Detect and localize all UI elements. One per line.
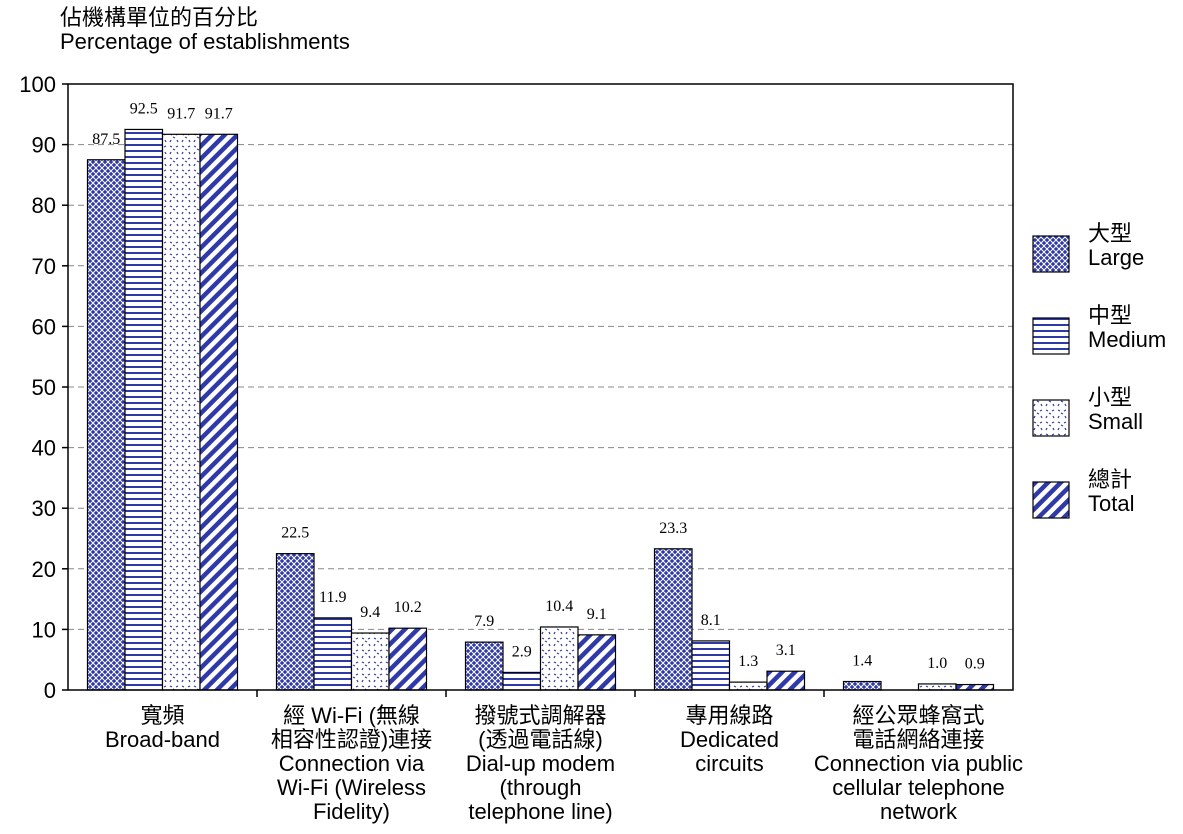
x-category-label: 寬頻 Broad-band	[38, 704, 288, 752]
legend-swatch-small	[1032, 399, 1070, 437]
data-label: 7.9	[474, 613, 494, 630]
data-label: 10.2	[394, 599, 422, 616]
category-label-line: Dial-up modem	[465, 751, 616, 776]
data-label: 1.0	[927, 655, 947, 672]
y-tick-label: 50	[32, 375, 56, 400]
data-label: 10.4	[545, 598, 573, 615]
y-tick-label: 0	[44, 678, 56, 703]
bar-total	[199, 133, 239, 691]
data-label: 9.4	[360, 604, 380, 621]
bar-small	[539, 626, 579, 691]
y-tick-label: 90	[32, 133, 56, 158]
bar-total	[766, 670, 806, 691]
y-tick-label: 40	[32, 436, 56, 461]
legend-label: 中型	[1088, 303, 1133, 328]
y-tick-label: 80	[32, 193, 56, 218]
bar-total	[388, 627, 428, 691]
bar-small	[350, 632, 390, 691]
data-label: 23.3	[659, 520, 687, 537]
category-label-line: Broad-band	[105, 727, 220, 752]
y-tick-label: 30	[32, 496, 56, 521]
bar-large	[842, 680, 882, 691]
legend-entry-small: 小型 Small	[1088, 386, 1143, 434]
bar-large	[464, 641, 504, 691]
data-label: 22.5	[281, 525, 309, 542]
bar-medium	[313, 617, 353, 691]
data-label: 87.5	[92, 131, 120, 148]
category-label-line: circuits	[695, 751, 764, 776]
data-label: 11.9	[319, 589, 346, 606]
legend-label: Small	[1088, 409, 1144, 434]
category-label-line: Connection via public	[813, 751, 1024, 776]
category-label-line: 經公眾蜂窩式	[852, 703, 985, 728]
bar-total	[955, 683, 995, 691]
y-axis-label-english: Percentage of establishments	[60, 29, 350, 54]
plot-frame	[67, 83, 1014, 691]
category-label-line: cellular telephone	[832, 775, 1005, 800]
bar-medium	[691, 640, 731, 691]
data-label: 0.9	[965, 656, 985, 673]
bar-small	[728, 681, 768, 691]
legend-label: Medium	[1088, 327, 1167, 352]
bar-medium	[124, 128, 164, 691]
legend-swatch-total	[1032, 481, 1070, 519]
data-label: 91.7	[205, 105, 233, 122]
data-label: 2.9	[512, 643, 532, 660]
x-category-label: 經 Wi-Fi (無線 相容性認證)連接 Connection via Wi-Fi (…	[227, 704, 477, 824]
data-label: 91.7	[167, 105, 195, 122]
y-tick-label: 60	[32, 314, 56, 339]
legend-label: Large	[1088, 245, 1145, 270]
category-label-line: (透過電話線)	[478, 727, 603, 752]
category-label-line: 經 Wi-Fi (無線	[283, 703, 420, 728]
data-label: 3.1	[776, 642, 796, 659]
category-label-line: Wi-Fi (Wireless	[276, 775, 427, 800]
y-axis-label-chinese: 佔機構單位的百分比	[60, 5, 259, 30]
x-category-label: 專用線路 Dedicated circuits	[605, 704, 855, 776]
legend-entry-total: 總計 Total	[1088, 468, 1134, 516]
legend-label: Total	[1088, 491, 1135, 516]
data-label: 1.3	[738, 653, 758, 670]
category-label-line: Dedicated	[679, 727, 780, 752]
data-label: 1.4	[852, 653, 872, 670]
category-label-line: Connection via	[278, 751, 425, 776]
category-label-line: 電話網絡連接	[852, 727, 985, 752]
legend-entry-large: 大型 Large	[1088, 222, 1144, 270]
legend-entry-medium: 中型 Medium	[1088, 304, 1166, 352]
category-label-line: Fidelity)	[312, 799, 390, 824]
category-label-line: 專用線路	[685, 703, 774, 728]
data-label: 8.1	[701, 612, 721, 629]
bar-large	[86, 159, 126, 691]
legend-label: 大型	[1088, 221, 1133, 246]
category-label-line: (through	[499, 775, 582, 800]
legend-label: 小型	[1088, 385, 1133, 410]
category-label-line: 撥號式調解器	[474, 703, 607, 728]
category-label-line: 寬頻	[140, 703, 185, 728]
legend-swatch-large	[1032, 235, 1070, 273]
category-label-line: network	[879, 799, 958, 824]
y-tick-label: 10	[32, 617, 56, 642]
y-tick-label: 100	[19, 72, 56, 97]
legend-label: 總計	[1088, 467, 1133, 492]
legend-swatch-medium	[1032, 317, 1070, 355]
x-category-label: 撥號式調解器 (透過電話線) Dial-up modem (through teleph…	[416, 704, 666, 824]
x-category-label: 經公眾蜂窩式 電話網絡連接 Connection via public cellula…	[794, 704, 1044, 824]
category-label-line: telephone line)	[468, 799, 613, 824]
data-label: 92.5	[130, 100, 158, 117]
category-label-line: 相容性認證)連接	[270, 727, 433, 752]
data-label: 9.1	[587, 606, 607, 623]
bar-small	[917, 683, 957, 691]
bar-large	[653, 548, 693, 691]
y-tick-label: 70	[32, 254, 56, 279]
bar-total	[577, 634, 617, 691]
bar-small	[161, 133, 201, 691]
y-tick-label: 20	[32, 557, 56, 582]
bar-large	[275, 553, 315, 691]
bar-medium	[502, 671, 542, 691]
